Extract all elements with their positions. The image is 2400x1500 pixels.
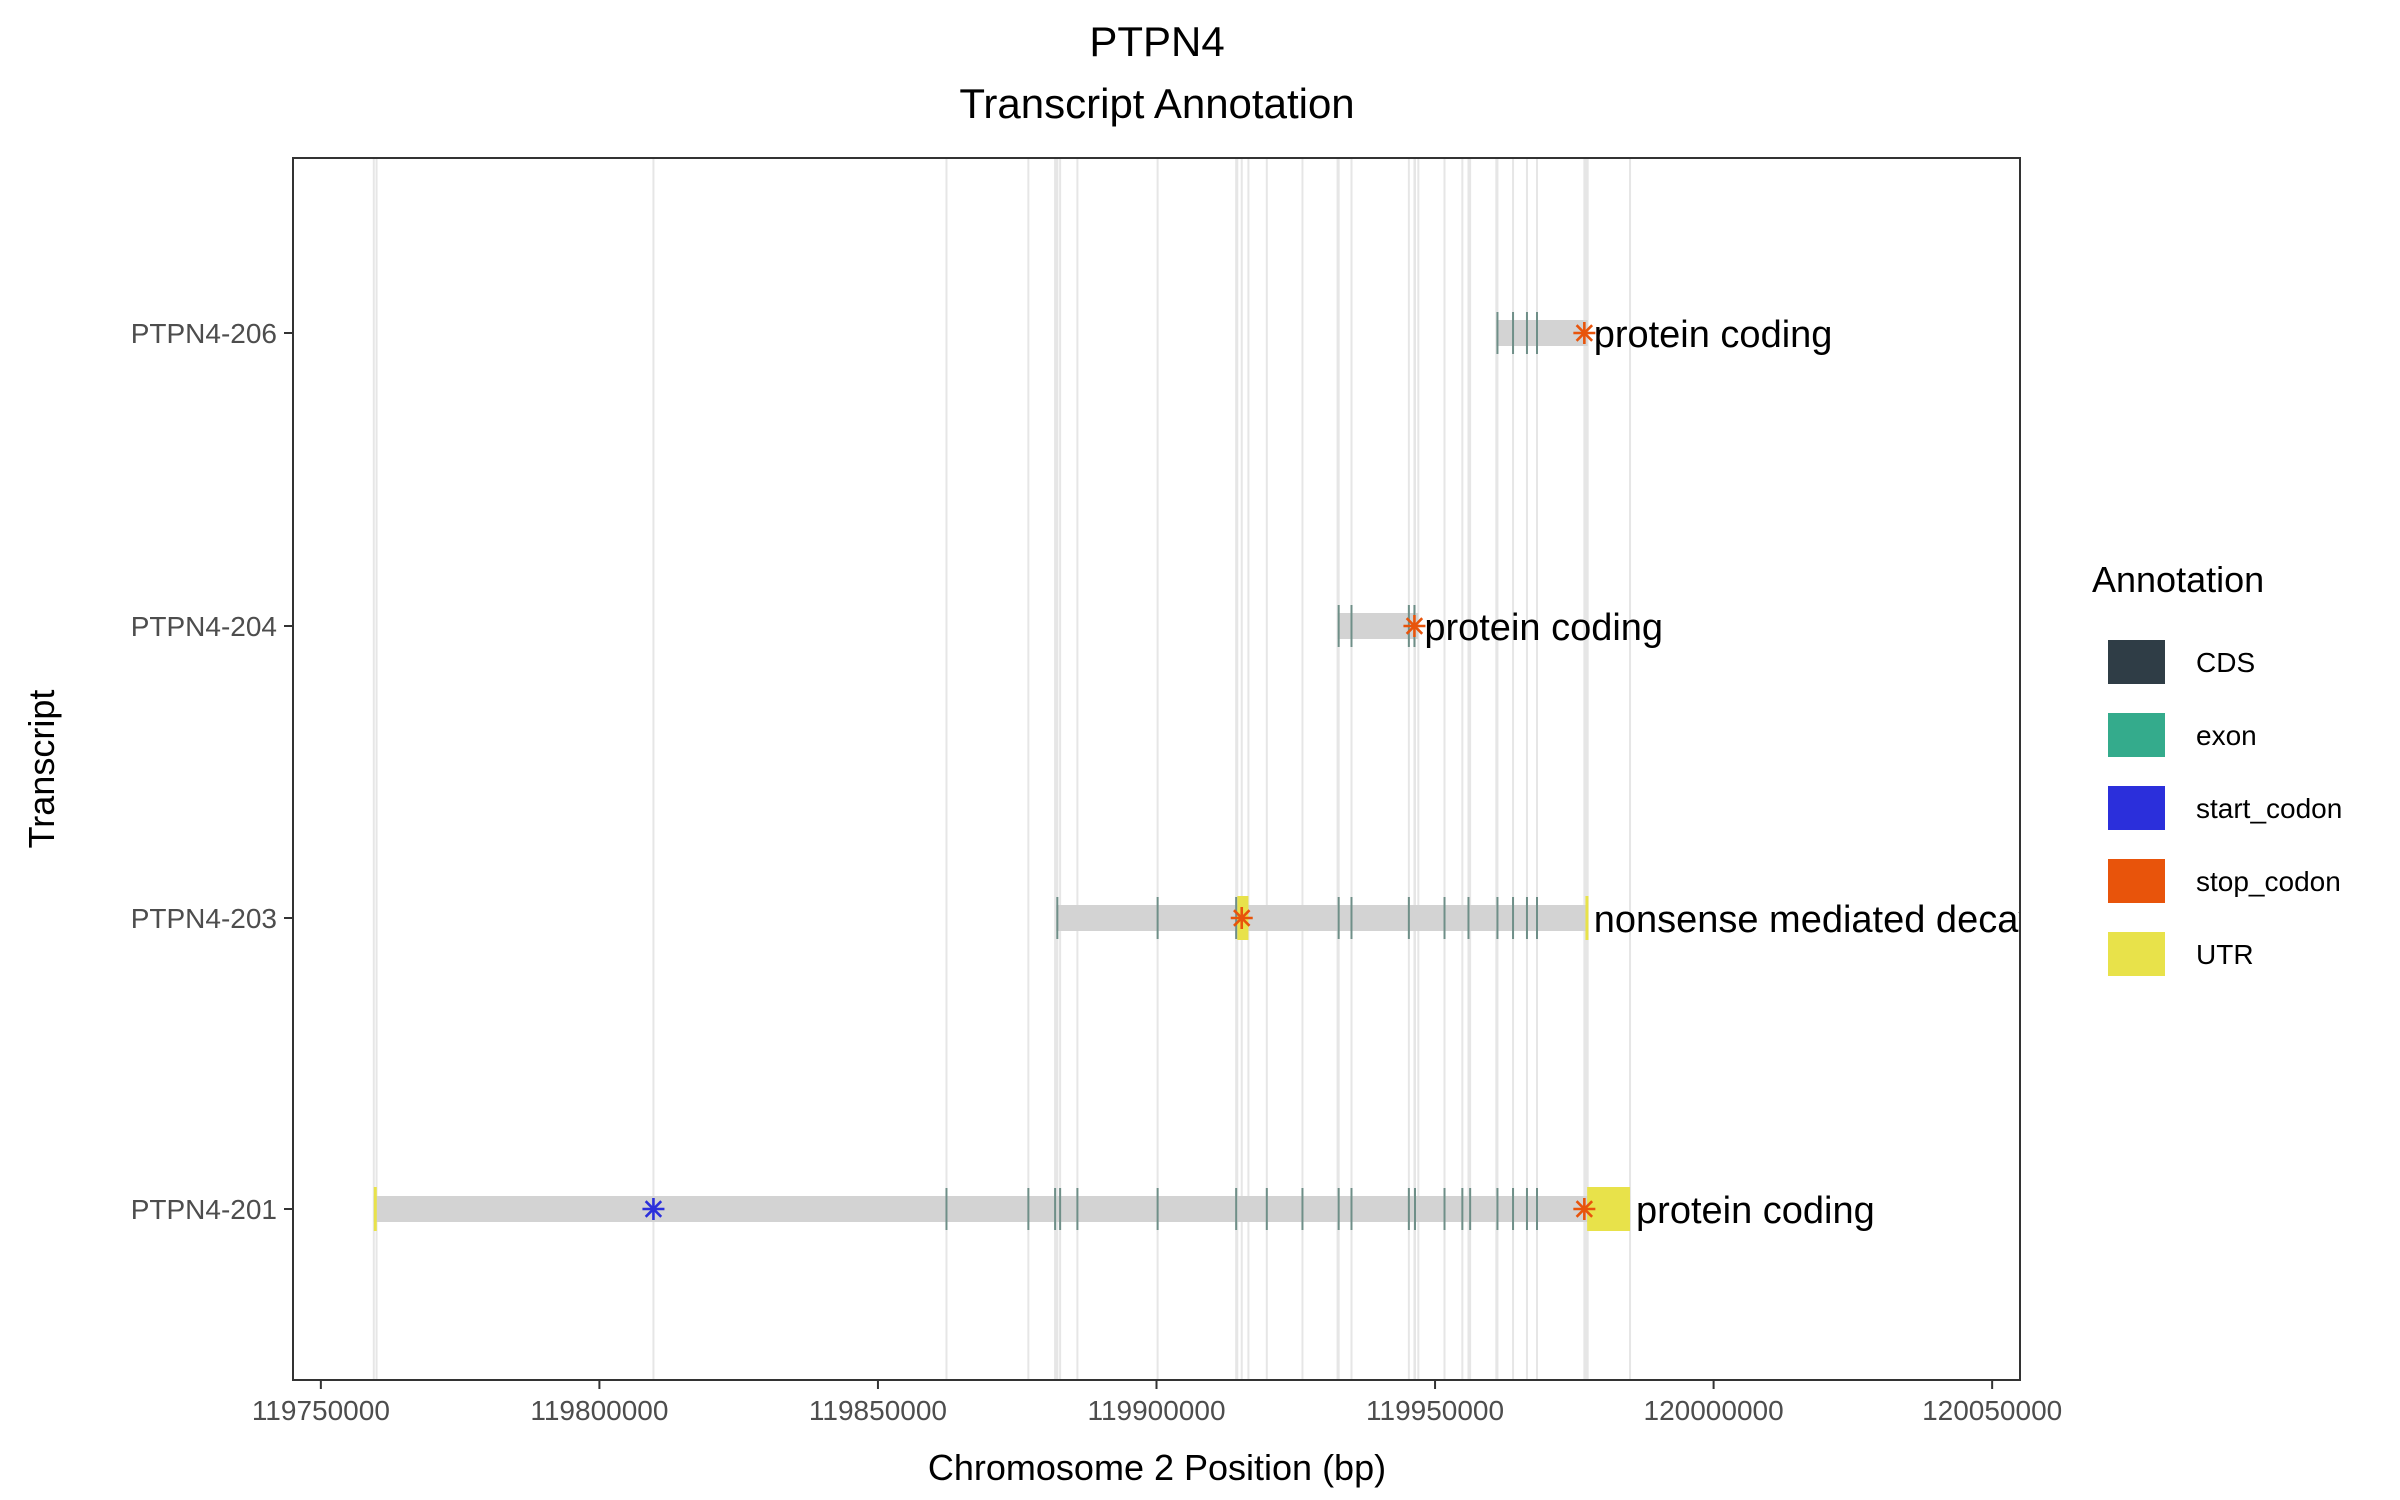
x-tick-label: 119900000 — [1087, 1395, 1225, 1426]
legend-label: exon — [2196, 720, 2257, 751]
legend-label: UTR — [2196, 939, 2254, 970]
transcript-track: protein coding — [1337, 605, 1663, 649]
y-tick-label: PTPN4-206 — [131, 318, 277, 349]
y-tick-label: PTPN4-204 — [131, 611, 277, 642]
x-tick-label: 119950000 — [1366, 1395, 1504, 1426]
biotype-label: protein coding — [1424, 607, 1663, 649]
y-tick-label: PTPN4-201 — [131, 1194, 277, 1225]
legend-swatch — [2108, 859, 2165, 903]
legend-title: Annotation — [2092, 559, 2264, 600]
legend-label: start_codon — [2196, 793, 2342, 824]
legend-label: CDS — [2196, 647, 2255, 678]
utr-block — [1585, 896, 1589, 940]
x-tick-label: 119750000 — [252, 1395, 390, 1426]
x-tick-label: 120050000 — [1922, 1395, 2062, 1426]
biotype-label: protein coding — [1636, 1190, 1875, 1232]
y-tick-label: PTPN4-203 — [131, 903, 277, 934]
x-tick-label: 119800000 — [530, 1395, 668, 1426]
stop-codon-mark — [1403, 615, 1426, 637]
x-axis: 119750000 119800000 119850000 119900000 1199… — [252, 1380, 2062, 1426]
transcript-track: nonsense mediated decay — [1056, 896, 2038, 941]
x-axis-title: Chromosome 2 Position (bp) — [928, 1447, 1386, 1488]
utr-block — [373, 1187, 377, 1231]
y-axis-title: Transcript — [21, 690, 62, 849]
legend: Annotation CDS exon start_codon stop_codon U… — [2092, 559, 2342, 976]
legend-swatch — [2108, 640, 2165, 684]
stop-codon-mark — [1573, 1198, 1596, 1220]
chart-title: PTPN4 — [1089, 18, 1224, 65]
transcript-track: protein coding — [373, 1187, 1875, 1232]
transcript-bar — [1056, 905, 1588, 931]
biotype-label: nonsense mediated decay — [1594, 899, 2038, 941]
grid-lines — [372, 158, 1632, 1380]
legend-swatch — [2108, 713, 2165, 757]
start-codon-mark — [642, 1198, 665, 1220]
legend-swatch — [2108, 932, 2165, 976]
transcript-tracks: protein coding protein coding nonsense med… — [373, 312, 2038, 1232]
transcript-bar — [373, 1196, 1631, 1222]
transcript-bar — [1496, 320, 1588, 346]
biotype-label: protein coding — [1594, 314, 1833, 356]
x-tick-label: 119850000 — [809, 1395, 947, 1426]
transcript-track: protein coding — [1496, 312, 1832, 356]
stop-codon-mark — [1230, 907, 1253, 929]
chart-subtitle: Transcript Annotation — [959, 80, 1354, 127]
x-tick-label: 120000000 — [1644, 1395, 1784, 1426]
stop-codon-mark — [1573, 322, 1596, 344]
legend-label: stop_codon — [2196, 866, 2341, 897]
y-axis: PTPN4-206 PTPN4-204 PTPN4-203 PTPN4-201 — [131, 318, 293, 1225]
legend-swatch — [2108, 786, 2165, 830]
